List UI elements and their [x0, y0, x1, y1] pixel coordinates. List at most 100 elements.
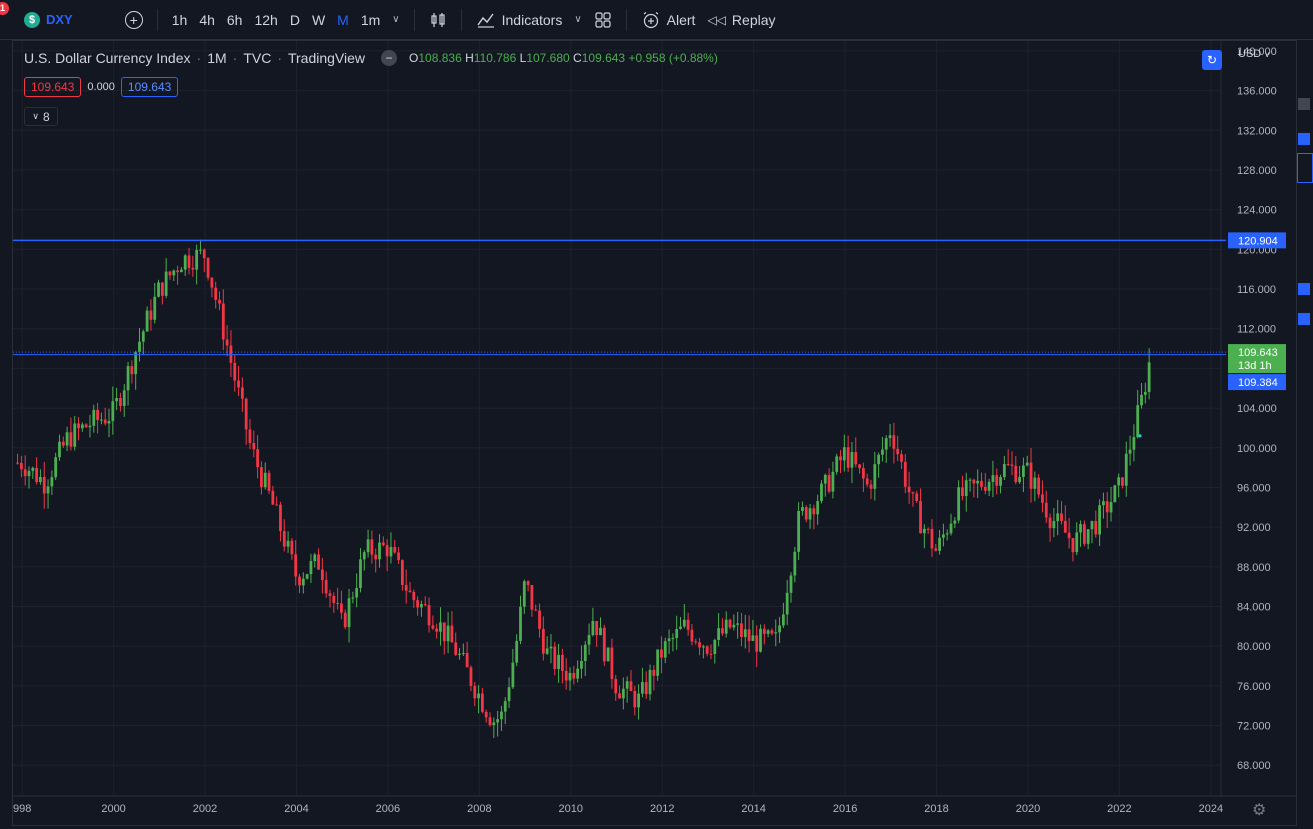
candle-body [671, 637, 675, 639]
candle-body [926, 528, 930, 530]
candle-body [652, 669, 656, 676]
candle-body [694, 641, 698, 643]
candle-body [648, 669, 652, 695]
candle-body [1109, 502, 1113, 513]
candle-body [941, 534, 945, 538]
candle-body [149, 310, 153, 320]
settings-gear-icon[interactable]: ⚙ [1252, 802, 1267, 819]
interval-6h[interactable]: 6h [226, 11, 243, 28]
candle-body [1143, 391, 1147, 395]
sync-icon[interactable]: ↻ [1202, 50, 1222, 70]
candle-body [199, 249, 202, 251]
time-tick-label: 2024 [1199, 803, 1223, 815]
legend-exchange: TVC [243, 50, 272, 66]
candle-body [465, 652, 469, 668]
candle-body [717, 628, 721, 640]
candle-body [797, 510, 801, 552]
candle-body [65, 432, 69, 446]
candle-body [785, 592, 789, 615]
candle-body [240, 387, 244, 399]
price-tick-label: 136.000 [1237, 86, 1277, 98]
candle-body [686, 619, 690, 630]
candle-body [820, 483, 823, 502]
candle-body [340, 603, 343, 613]
candle-body [641, 682, 644, 694]
candle-body [743, 629, 747, 638]
candle-body [1006, 464, 1010, 466]
add-symbol-icon: + [124, 10, 143, 29]
candle-body [431, 625, 435, 629]
bookmark-flag-icon[interactable] [1298, 283, 1310, 295]
candle-body [1063, 520, 1067, 533]
hide-series-icon[interactable]: − [381, 50, 398, 66]
candle-body [519, 606, 522, 641]
price-tick-label: 112.000 [1237, 324, 1276, 336]
candle-body [473, 685, 477, 699]
candle-body [484, 711, 488, 718]
candle-body [724, 619, 728, 634]
interval-dropdown[interactable]: ∨ [386, 10, 405, 29]
candle-body [964, 480, 968, 497]
bookmark-flag-icon[interactable] [1298, 133, 1310, 145]
interval-w[interactable]: W [311, 11, 326, 28]
candle-body [873, 464, 877, 489]
bookmark-flag-icon[interactable] [1298, 313, 1310, 325]
indicators-button[interactable]: Indicators [470, 7, 569, 33]
indicators-dropdown[interactable]: ∨ [568, 10, 587, 29]
buy-button[interactable]: 109.643 [120, 77, 179, 97]
candle-body [736, 623, 740, 625]
symbol-name: DXY [46, 12, 73, 27]
candle-body [343, 612, 347, 628]
divider [156, 8, 158, 31]
candle-body [450, 625, 454, 643]
chart-type-button[interactable] [423, 7, 453, 33]
candle-body [99, 419, 103, 421]
price-tick-label: 76.000 [1237, 681, 1271, 693]
interval-4h[interactable]: 4h [199, 11, 215, 28]
price-tick-label: 124.000 [1237, 205, 1277, 217]
candle-body [16, 462, 19, 464]
candle-body [286, 540, 290, 547]
candle-body [458, 653, 461, 655]
candle-body [1121, 477, 1124, 486]
interval-d[interactable]: D [289, 11, 300, 28]
candle-body [496, 719, 500, 723]
candle-body [854, 452, 858, 465]
candle-body [336, 602, 340, 604]
candle-body [831, 471, 835, 492]
candle-body [610, 647, 614, 680]
candle-body [492, 722, 496, 726]
currency-selector[interactable]: USD ∨ [1238, 48, 1270, 60]
price-tick-label: 116.000 [1237, 284, 1276, 296]
time-tick-label: 2006 [376, 803, 400, 815]
candle-body [679, 626, 682, 629]
interval-12h[interactable]: 12h [254, 11, 278, 28]
notification-badge[interactable]: 1 [0, 2, 9, 15]
price-tick-label: 132.000 [1237, 125, 1277, 137]
candle-body [774, 632, 778, 634]
layout-button[interactable] [588, 7, 618, 33]
compare-symbol-button[interactable]: + [119, 7, 149, 33]
price-tick-label: 84.000 [1237, 602, 1271, 614]
candle-body [1067, 532, 1071, 539]
candle-body [976, 480, 980, 484]
candle-body [1071, 538, 1075, 553]
candle-body [73, 423, 77, 447]
candle-body [530, 584, 534, 610]
interval-1h[interactable]: 1h [171, 11, 188, 28]
symbol-search[interactable]: $ DXY [24, 11, 73, 28]
candle-body [218, 299, 221, 304]
replay-button[interactable]: ◁◁ Replay [701, 8, 781, 32]
interval-m[interactable]: M [337, 11, 349, 28]
alert-button[interactable]: Alert [635, 7, 702, 33]
spread-value: 0.000 [87, 81, 115, 93]
indicators-collapse-button[interactable]: ∨ 8 [24, 107, 58, 126]
side-panel-box[interactable] [1297, 153, 1313, 183]
candle-body [50, 477, 54, 487]
interval-1m[interactable]: 1m [360, 11, 381, 28]
candle-body [602, 627, 606, 662]
sell-button[interactable]: 109.643 [24, 77, 82, 97]
bookmark-flag-icon[interactable] [1298, 98, 1310, 110]
